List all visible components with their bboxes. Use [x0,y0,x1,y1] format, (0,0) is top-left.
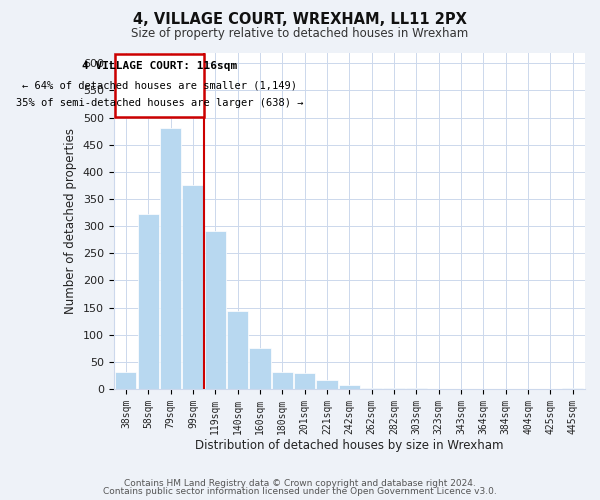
Bar [227,311,248,389]
Bar [562,388,583,389]
Bar [205,231,226,389]
Text: Contains HM Land Registry data © Crown copyright and database right 2024.: Contains HM Land Registry data © Crown c… [124,478,476,488]
Bar [182,186,203,389]
Bar [115,372,136,389]
Bar [383,388,404,389]
Text: 4 VILLAGE COURT: 116sqm: 4 VILLAGE COURT: 116sqm [82,61,237,71]
Bar [137,214,159,389]
Bar [361,388,382,389]
Bar [294,373,315,389]
Text: 4, VILLAGE COURT, WREXHAM, LL11 2PX: 4, VILLAGE COURT, WREXHAM, LL11 2PX [133,12,467,28]
Bar [316,380,338,389]
Bar [115,54,204,116]
Text: ← 64% of detached houses are smaller (1,149): ← 64% of detached houses are smaller (1,… [22,80,297,90]
Bar [406,388,427,389]
Y-axis label: Number of detached properties: Number of detached properties [64,128,77,314]
Bar [338,385,360,389]
Bar [160,128,181,389]
Bar [250,348,271,389]
X-axis label: Distribution of detached houses by size in Wrexham: Distribution of detached houses by size … [195,440,503,452]
Text: Contains public sector information licensed under the Open Government Licence v3: Contains public sector information licen… [103,487,497,496]
Text: Size of property relative to detached houses in Wrexham: Size of property relative to detached ho… [131,28,469,40]
Bar [272,372,293,389]
Text: 35% of semi-detached houses are larger (638) →: 35% of semi-detached houses are larger (… [16,98,303,108]
